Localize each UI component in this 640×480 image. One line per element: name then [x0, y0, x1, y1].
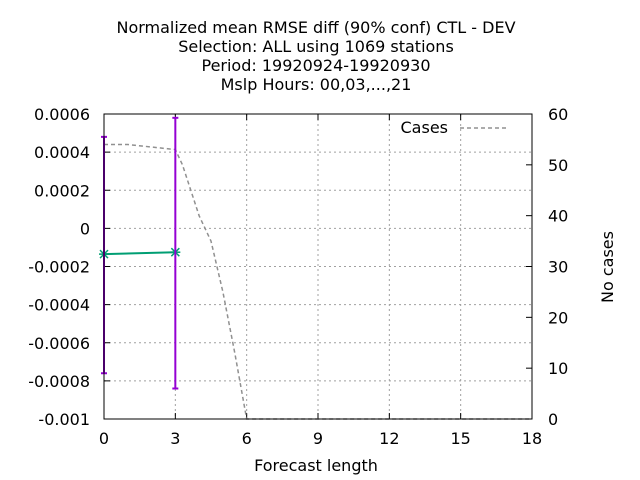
y-tick-label: 0.0002: [34, 181, 90, 200]
y-tick-label: -0.001: [38, 410, 90, 429]
title-line: Selection: ALL using 1069 stations: [178, 37, 454, 56]
x-tick-label: 18: [522, 429, 542, 448]
x-tick-label: 15: [450, 429, 470, 448]
y2-axis-label: No cases: [598, 231, 617, 303]
y2-tick-label: 40: [548, 207, 568, 226]
y-tick-label: -0.0008: [28, 372, 90, 391]
y-axis: 0.0006 0.0004 0.0002 0 -0.0002 -0.0004 -0.0006…: [28, 105, 110, 429]
x-tick-label: 3: [170, 429, 180, 448]
chart-title: Normalized mean RMSE diff (90% conf) CTL…: [116, 18, 515, 94]
title-line: Mslp Hours: 00,03,...,21: [221, 75, 412, 94]
x-tick-label: 0: [99, 429, 109, 448]
series-line-1: [104, 143, 532, 420]
y2-tick-label: 20: [548, 308, 568, 327]
y-tick-label: 0: [80, 219, 90, 238]
y-tick-label: -0.0002: [28, 258, 90, 277]
y2-tick-label: 60: [548, 105, 568, 124]
y2-tick-label: 50: [548, 156, 568, 175]
series-line-0: [103, 251, 176, 256]
y2-tick-label: 30: [548, 258, 568, 277]
title-line: Period: 19920924-19920930: [201, 56, 430, 75]
y2-tick-label: 10: [548, 359, 568, 378]
x-axis-label: Forecast length: [254, 456, 378, 475]
x-tick-label: 9: [313, 429, 323, 448]
x-axis: 0 3 6 9 12 15 18: [99, 114, 542, 448]
y-tick-label: 0.0006: [34, 105, 90, 124]
y-tick-label: -0.0006: [28, 334, 90, 353]
x-tick-label: 6: [242, 429, 252, 448]
x-tick-label: 12: [379, 429, 399, 448]
y2-tick-label: 0: [548, 410, 558, 429]
y-tick-label: 0.0004: [34, 143, 90, 162]
plot-frame: [103, 113, 533, 420]
grid: [104, 114, 532, 419]
legend: Cases: [401, 118, 506, 137]
title-line: Normalized mean RMSE diff (90% conf) CTL…: [116, 18, 515, 37]
y2-axis: 60 50 40 30 20 10 0: [526, 105, 568, 429]
legend-label: Cases: [401, 118, 449, 137]
error-bar: [172, 116, 179, 390]
series: [99, 143, 532, 420]
y-tick-label: -0.0004: [28, 296, 90, 315]
